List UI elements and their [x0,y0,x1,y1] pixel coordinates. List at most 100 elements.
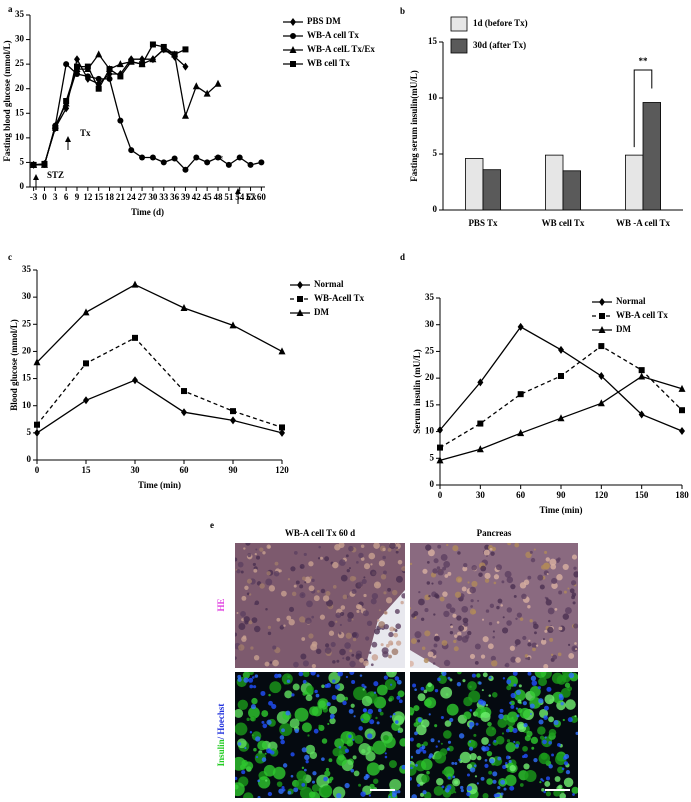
y-tick-label: 15 [22,373,32,383]
texture [387,547,392,552]
texture [371,654,379,661]
texture [248,620,253,625]
texture [261,710,269,718]
texture [544,736,547,739]
x-tick-label: 12 [83,192,93,202]
texture [332,679,336,683]
texture [493,739,497,743]
texture [276,617,281,622]
texture [358,742,371,756]
texture [244,747,247,750]
texture [542,739,547,745]
y-tick-label: 15 [425,399,435,409]
bar [625,154,644,211]
texture [358,726,363,731]
texture [291,693,295,697]
texture [278,788,284,794]
texture [324,556,330,562]
texture [454,780,459,785]
texture [509,701,512,705]
texture [413,722,419,728]
texture [328,705,338,715]
texture [327,722,330,726]
marker [279,424,285,431]
texture [523,579,530,586]
texture [301,766,305,770]
marker [82,308,90,316]
texture [421,745,426,750]
texture [286,615,292,621]
texture [449,607,456,614]
texture [381,647,389,655]
texture [299,592,306,599]
column-label: WB-A cell Tx 60 d [285,528,355,538]
texture [235,782,245,797]
texture [562,613,570,620]
texture [424,697,437,709]
texture [410,776,413,781]
texture [446,603,452,610]
texture [358,552,364,559]
texture [308,706,319,716]
texture [439,748,448,756]
texture [486,778,494,785]
texture [313,728,319,734]
texture [563,761,569,766]
texture [340,611,345,617]
marker [139,154,146,161]
texture [369,569,377,577]
texture [238,623,246,630]
texture [369,719,375,725]
texture [396,679,402,685]
texture [499,708,504,713]
texture [276,781,283,787]
texture [542,562,550,570]
texture [529,550,533,554]
texture [269,681,282,694]
x-tick-label: 21 [116,192,126,202]
y-tick-label: 10 [15,132,25,142]
texture [533,757,538,763]
texture [471,580,478,587]
texture [574,642,577,645]
texture [281,728,285,733]
texture [523,763,530,770]
texture [312,771,317,776]
texture [264,661,270,667]
texture [461,586,467,592]
texture [442,591,448,597]
texture [515,657,521,663]
texture [301,783,306,787]
marker [215,154,221,161]
texture [560,687,571,698]
y-tick-label: 5 [433,148,438,158]
texture [241,618,245,622]
texture [486,750,493,757]
texture [293,551,298,555]
marker [290,61,296,67]
texture [243,677,249,683]
y-axis-label: Fasting serum insulin(mU/L) [409,70,419,182]
row-label: HE [216,598,226,611]
texture [443,659,451,667]
texture [380,643,384,647]
texture [436,778,444,786]
texture [527,642,532,647]
series-line [33,62,262,171]
texture [336,659,340,663]
texture [370,598,377,605]
texture [412,683,417,688]
marker [679,407,685,414]
texture [471,565,478,571]
marker [517,429,525,437]
texture [478,572,483,577]
texture [455,576,463,583]
texture [361,718,364,721]
texture [300,566,303,569]
texture [572,793,575,796]
texture [374,628,380,635]
texture [527,656,531,661]
marker [83,396,89,405]
texture [454,591,462,598]
column-label: Pancreas [477,528,512,538]
